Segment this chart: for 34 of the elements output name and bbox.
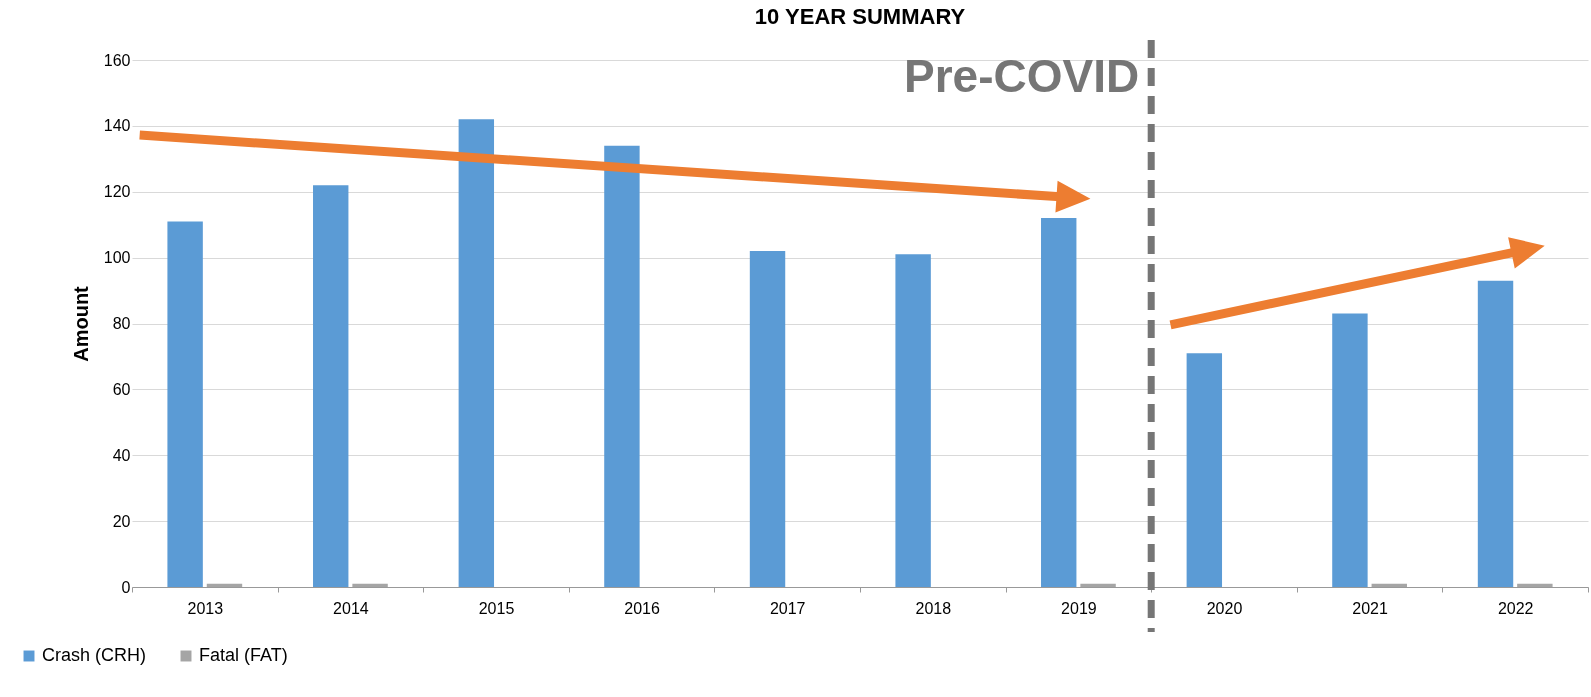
y-tick-label: 60 bbox=[112, 380, 131, 398]
x-tick-label: 2018 bbox=[915, 599, 952, 617]
y-tick-label: 20 bbox=[112, 512, 131, 530]
ref-line-label: Pre-COVID bbox=[904, 50, 1140, 102]
x-tick-label: 2015 bbox=[478, 599, 515, 617]
x-tick-label: 2020 bbox=[1206, 599, 1243, 617]
x-tick-label: 2013 bbox=[187, 599, 224, 617]
bar bbox=[749, 251, 786, 587]
y-tick-label: 100 bbox=[103, 249, 131, 267]
y-tick-label: 160 bbox=[103, 51, 131, 69]
x-tick-label: 2019 bbox=[1061, 599, 1097, 617]
y-tick-label: 80 bbox=[112, 315, 131, 332]
bar bbox=[1332, 313, 1368, 587]
y-tick-label: 140 bbox=[103, 117, 131, 135]
bar bbox=[1477, 280, 1514, 587]
legend-label: Crash (CRH) bbox=[42, 645, 147, 665]
y-tick-label: 0 bbox=[121, 578, 131, 596]
x-tick-label: 2017 bbox=[769, 599, 806, 617]
legend-label: Fatal (FAT) bbox=[199, 645, 288, 665]
x-tick-label: 2021 bbox=[1352, 599, 1388, 617]
y-tick-label: 40 bbox=[112, 446, 131, 464]
x-tick-label: 2014 bbox=[333, 599, 369, 617]
chart-title: 10 YEAR SUMMARY bbox=[754, 3, 966, 29]
bar bbox=[1186, 353, 1223, 587]
bar bbox=[604, 145, 640, 587]
x-tick-label: 2016 bbox=[624, 599, 660, 617]
bar bbox=[313, 185, 349, 587]
bar bbox=[458, 119, 495, 587]
bar bbox=[1041, 218, 1077, 587]
bar bbox=[167, 221, 203, 587]
x-tick-label: 2022 bbox=[1497, 599, 1534, 617]
y-tick-label: 120 bbox=[103, 183, 131, 201]
bar bbox=[895, 254, 931, 587]
y-axis-title: Amount bbox=[69, 285, 92, 362]
